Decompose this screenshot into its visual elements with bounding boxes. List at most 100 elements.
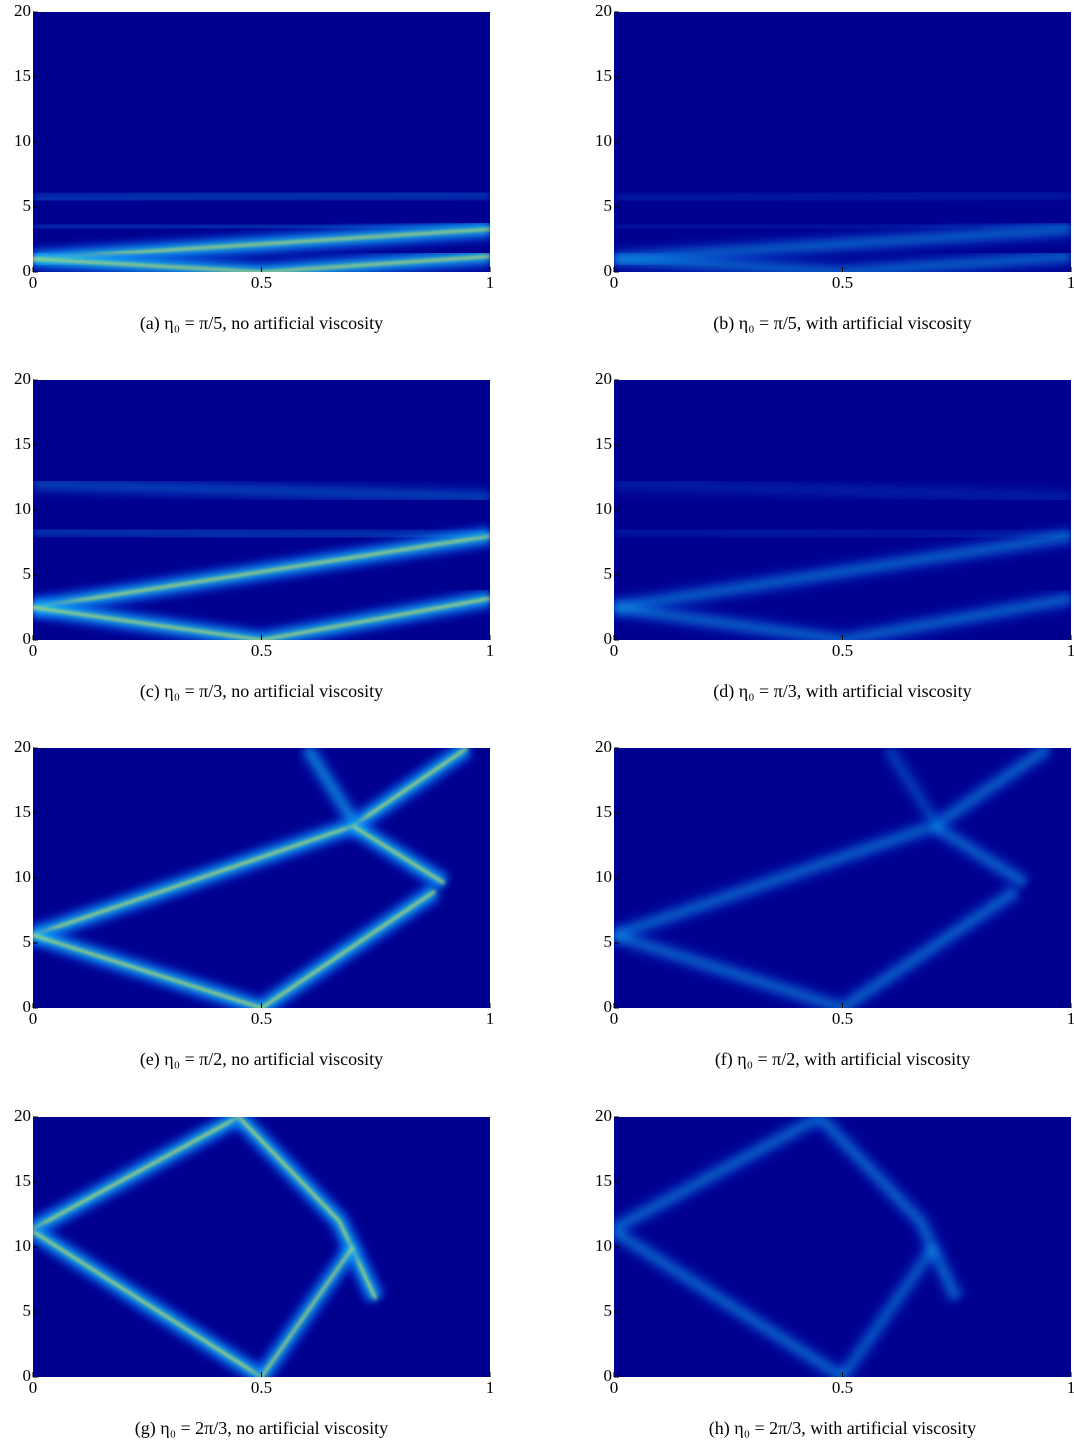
x-tick-label: 0.5 xyxy=(251,641,272,660)
x-tick-label: 1 xyxy=(486,641,495,660)
y-tick-label: 0 xyxy=(604,629,613,648)
y-tick-label: 5 xyxy=(23,932,32,951)
y-tick-label: 10 xyxy=(595,499,612,518)
beam xyxy=(614,1117,822,1233)
beams xyxy=(33,748,474,1008)
beam-core xyxy=(33,597,490,640)
y-tick-label: 0 xyxy=(604,1366,613,1385)
beam xyxy=(614,526,1071,540)
beam xyxy=(614,1228,845,1377)
x-tick-label: 0.5 xyxy=(832,1009,853,1028)
x-tick-label: 0 xyxy=(29,1009,38,1028)
x-tick-label: 0.5 xyxy=(251,273,272,292)
y-tick-label: 5 xyxy=(23,564,32,583)
beam xyxy=(33,526,490,540)
beam-core xyxy=(33,1230,263,1377)
beam xyxy=(614,190,1071,204)
beam xyxy=(931,822,1028,887)
x-tick-label: 1 xyxy=(1067,273,1074,292)
y-tick-label: 20 xyxy=(595,369,612,388)
y-tick-label: 15 xyxy=(595,434,612,453)
y-tick-label: 10 xyxy=(14,867,31,886)
y-tick-label: 15 xyxy=(14,802,31,821)
caption: (e) η₀ = π/2, no artificial viscosity xyxy=(140,1049,383,1070)
beam-core xyxy=(260,1246,354,1377)
x-tick-label: 0 xyxy=(29,1378,38,1397)
y-tick-label: 5 xyxy=(23,1301,32,1320)
x-tick-label: 0 xyxy=(610,1009,619,1028)
y-tick-label: 0 xyxy=(23,261,32,280)
caption: (f) η₀ = π/2, with artificial viscosity xyxy=(715,1049,970,1070)
heatmap-background xyxy=(614,1117,1071,1377)
caption: (g) η₀ = 2π/3, no artificial viscosity xyxy=(135,1418,388,1439)
x-tick-label: 0.5 xyxy=(251,1378,272,1397)
y-tick-label: 10 xyxy=(14,1236,31,1255)
beams xyxy=(614,473,1071,640)
beam-core xyxy=(237,1117,377,1300)
caption: (a) η₀ = π/5, no artificial viscosity xyxy=(140,313,383,334)
beam xyxy=(614,252,1071,272)
y-tick-label: 15 xyxy=(14,1171,31,1190)
x-tick-label: 0 xyxy=(29,273,38,292)
y-tick-label: 15 xyxy=(14,434,31,453)
y-tick-label: 5 xyxy=(23,196,32,215)
x-tick-label: 0 xyxy=(610,273,619,292)
x-tick-label: 1 xyxy=(486,1378,495,1397)
x-tick-label: 0 xyxy=(610,641,619,660)
beam xyxy=(614,221,1071,232)
caption: (b) η₀ = π/5, with artificial viscosity xyxy=(713,313,971,334)
caption: (c) η₀ = π/3, no artificial viscosity xyxy=(140,681,383,702)
y-tick-label: 15 xyxy=(14,66,31,85)
heatmap-background xyxy=(33,1117,490,1377)
beams xyxy=(33,183,490,272)
y-tick-label: 10 xyxy=(595,131,612,150)
y-tick-label: 0 xyxy=(23,997,32,1016)
y-tick-label: 5 xyxy=(604,564,613,583)
beam xyxy=(33,221,490,232)
y-tick-label: 0 xyxy=(23,1366,32,1385)
x-tick-label: 1 xyxy=(486,273,495,292)
y-tick-label: 5 xyxy=(604,932,613,951)
y-tick-label: 5 xyxy=(604,196,613,215)
beam-core xyxy=(352,824,445,885)
y-tick-label: 10 xyxy=(14,499,31,518)
y-tick-label: 20 xyxy=(14,737,31,756)
y-tick-label: 20 xyxy=(14,369,31,388)
beam xyxy=(303,748,357,823)
y-tick-label: 20 xyxy=(14,1106,31,1125)
x-tick-label: 1 xyxy=(1067,1009,1074,1028)
beam xyxy=(614,594,1071,640)
y-tick-label: 15 xyxy=(595,1171,612,1190)
y-tick-label: 20 xyxy=(14,1,31,20)
y-tick-label: 10 xyxy=(595,867,612,886)
y-tick-label: 20 xyxy=(595,737,612,756)
x-tick-label: 0.5 xyxy=(832,273,853,292)
beam xyxy=(816,1117,961,1301)
beams xyxy=(614,183,1071,272)
x-tick-label: 1 xyxy=(1067,641,1074,660)
beams xyxy=(33,473,490,640)
beam xyxy=(614,887,1019,1008)
y-tick-label: 10 xyxy=(14,131,31,150)
beam-core xyxy=(33,534,490,609)
beam xyxy=(614,532,1071,612)
beam-core xyxy=(33,1117,240,1230)
beams xyxy=(614,748,1055,1008)
beam-core xyxy=(33,255,490,272)
y-tick-label: 20 xyxy=(595,1106,612,1125)
y-tick-label: 10 xyxy=(595,1236,612,1255)
x-tick-label: 0 xyxy=(29,641,38,660)
x-tick-label: 0.5 xyxy=(832,1378,853,1397)
beams xyxy=(33,1117,386,1377)
x-tick-label: 0.5 xyxy=(832,641,853,660)
caption: (d) η₀ = π/3, with artificial viscosity xyxy=(713,681,971,702)
y-tick-label: 15 xyxy=(595,66,612,85)
y-tick-label: 0 xyxy=(604,997,613,1016)
